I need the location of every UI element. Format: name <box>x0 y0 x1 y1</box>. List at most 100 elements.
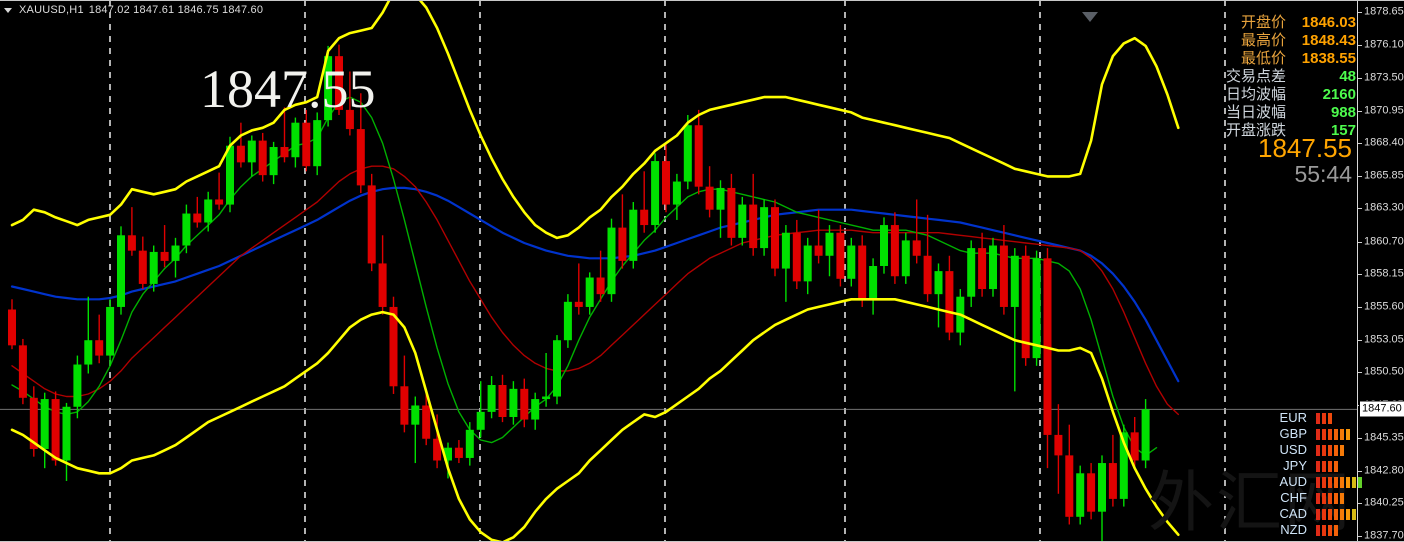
strength-bar-segment <box>1328 428 1332 440</box>
strength-bar-segment <box>1316 476 1320 488</box>
candle-body <box>607 227 616 295</box>
axis-label: 1870.95 <box>1364 104 1404 117</box>
candle-body <box>291 122 300 158</box>
window-frame-top <box>0 0 1404 1</box>
candle-body <box>509 388 518 417</box>
currency-label: NZD <box>1280 522 1307 537</box>
candle-body <box>247 140 256 163</box>
axis-label: 1858.15 <box>1364 267 1404 280</box>
axis-tick <box>1358 536 1362 537</box>
candle-body <box>672 181 681 205</box>
candle-body <box>378 263 387 307</box>
candle-body <box>585 277 594 307</box>
candle-body <box>978 248 987 290</box>
candle-body <box>520 388 529 420</box>
candle-body <box>803 245 812 282</box>
currency-strength-row: AUD <box>1267 474 1362 490</box>
candle-body <box>106 306 115 356</box>
candle-body <box>422 405 431 439</box>
currency-strength-bars <box>1316 476 1362 488</box>
currency-strength-meter: EUR GBP USD JPY AUD CHF CAD NZD <box>1267 410 1362 538</box>
candle-body <box>792 232 801 282</box>
currency-strength-bars <box>1316 508 1356 520</box>
strength-bar-segment <box>1322 412 1326 424</box>
strength-bar-segment <box>1328 524 1332 536</box>
info-row: 日均波幅 2160 <box>1226 86 1356 104</box>
strength-bar-segment <box>1340 428 1344 440</box>
candle-body <box>171 245 180 261</box>
candle-body <box>389 306 398 387</box>
quote-countdown-timer: 55:44 <box>1294 161 1352 187</box>
price-axis[interactable]: 1878.65 1876.10 1873.50 1870.95 1868.40 1865.… <box>1357 0 1404 542</box>
symbol-header[interactable]: XAUUSD,H1 1847.02 1847.61 1846.75 1847.6… <box>4 4 263 16</box>
currency-label: CAD <box>1279 506 1307 521</box>
info-row-value: 2160 <box>1322 86 1356 103</box>
candle-body <box>553 340 561 397</box>
strength-bar-segment <box>1328 412 1332 424</box>
triangle-down-icon[interactable] <box>4 7 12 13</box>
currency-label: JPY <box>1283 458 1307 473</box>
axis-tick <box>1358 208 1362 210</box>
candle-body <box>204 199 213 223</box>
candle-body <box>18 345 27 398</box>
strength-bar-segment <box>1346 508 1350 520</box>
triangle-down-icon-marker[interactable] <box>1082 12 1098 22</box>
axis-tick <box>1358 274 1362 276</box>
strength-bar-segment <box>1322 492 1326 504</box>
axis-label: 1876.10 <box>1364 38 1404 51</box>
strength-bar-segment <box>1334 524 1338 536</box>
ma-red-line <box>11 165 1180 416</box>
currency-strength-bars <box>1316 428 1350 440</box>
strength-bar-segment <box>1316 524 1320 536</box>
info-row-value: 1838.55 <box>1301 50 1356 67</box>
candle-body <box>335 56 343 110</box>
info-row: 开盘价 1846.03 <box>1226 14 1356 32</box>
strength-bar-segment <box>1328 508 1332 520</box>
candle-body <box>149 251 158 284</box>
currency-strength-bars <box>1316 524 1338 536</box>
strength-bar-segment <box>1352 508 1356 520</box>
currency-strength-bars <box>1316 492 1344 504</box>
axis-label: 1837.70 <box>1364 529 1404 542</box>
candle-body <box>836 232 845 279</box>
info-panel: 开盘价 1846.03 最高价 1848.43 最低价 1838.55 交易点差 48 日均波幅… <box>1226 14 1356 140</box>
axis-tick <box>1358 339 1362 341</box>
candle-body <box>40 399 49 449</box>
currency-strength-row: USD <box>1267 442 1362 458</box>
candle-body <box>901 240 910 277</box>
currency-strength-row: CHF <box>1267 490 1362 506</box>
strength-bar-segment <box>1334 492 1338 504</box>
strength-bar-segment <box>1328 444 1332 456</box>
strength-bar-segment <box>1316 492 1320 504</box>
candle-body <box>476 411 485 430</box>
bollinger-lower-band <box>10 297 1180 542</box>
chart-canvas <box>0 0 1360 542</box>
chart-plot-area[interactable] <box>0 0 1360 542</box>
candle-body <box>29 397 38 449</box>
candle-body <box>563 301 572 341</box>
candle-body <box>454 447 463 458</box>
candle-body <box>498 385 507 417</box>
strength-bar-segment <box>1322 476 1326 488</box>
candle-body <box>880 225 888 267</box>
currency-strength-row: NZD <box>1267 522 1362 538</box>
candle-body <box>84 340 93 365</box>
axis-tick <box>1358 175 1362 177</box>
bollinger-upper-band <box>10 0 1180 240</box>
strength-bar-segment <box>1334 428 1338 440</box>
candle-body <box>236 145 245 163</box>
axis-label: 1863.30 <box>1364 201 1404 214</box>
candle-body <box>727 187 736 238</box>
ma-blue-line <box>10 186 1180 383</box>
axis-tick <box>1358 306 1362 308</box>
candle-body <box>814 245 823 256</box>
axis-label: 1878.65 <box>1364 5 1404 18</box>
candle-body <box>999 245 1008 307</box>
candle-body <box>117 235 125 307</box>
strength-bar-segment <box>1322 460 1326 472</box>
candle-body <box>662 161 670 205</box>
candle-body <box>411 405 420 425</box>
info-row-value: 1848.43 <box>1301 32 1356 49</box>
candle-body <box>160 251 169 261</box>
candle-body <box>716 187 725 210</box>
